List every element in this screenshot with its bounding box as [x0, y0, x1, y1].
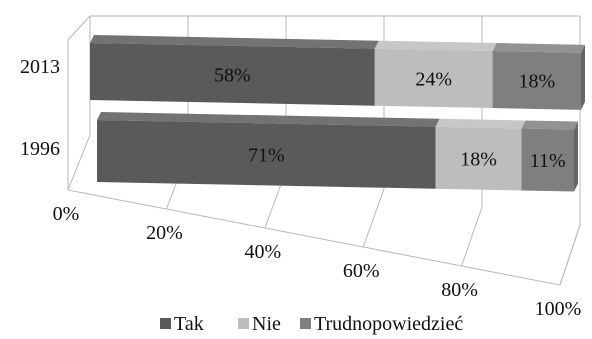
data-label: 18% [518, 70, 555, 92]
left-wall-bottom-edge [67, 134, 91, 191]
bar-end-face [581, 44, 585, 110]
x-tick-label: 80% [441, 279, 478, 301]
bar-end-face [574, 121, 578, 192]
data-label: 71% [248, 144, 285, 166]
bar-top-face [521, 120, 578, 130]
legend-item: Tak [160, 313, 204, 335]
category-label: 2013 [20, 56, 60, 78]
category-label: 1996 [20, 138, 60, 160]
data-label: 11% [530, 150, 566, 172]
bar-top-face [90, 35, 379, 49]
legend-label: Nie [252, 313, 281, 335]
gridline-floor [559, 224, 581, 286]
bar-top-face [492, 43, 585, 53]
legend-item: Nie [238, 313, 281, 335]
data-label: 24% [415, 68, 452, 90]
bar-segment: 71% [97, 112, 440, 189]
bar-segment: 18% [435, 118, 526, 191]
bars: 58% 24% 18% 71% 18% 11% [90, 35, 585, 192]
bar-segment: 24% [374, 40, 497, 109]
legend-swatch [300, 318, 311, 329]
bar-segment: 11% [521, 120, 578, 192]
legend: Tak Nie Trudnopowiedzieć [160, 313, 463, 335]
bar-segment: 18% [492, 43, 585, 110]
bar-front-face [97, 120, 436, 189]
legend-label: Tak [174, 313, 204, 335]
legend-swatch [238, 318, 249, 329]
gridline-floor [461, 206, 483, 267]
floor-front-edge [67, 189, 561, 286]
x-tick-label: 100% [535, 298, 582, 320]
bar-front-face [521, 128, 574, 192]
bar-segment: 58% [90, 35, 379, 106]
x-tick-labels: 0% 20% 40% 60% 80% 100% [53, 203, 582, 320]
data-label: 58% [214, 64, 251, 86]
bar-top-face [374, 40, 497, 52]
gridline-floor [362, 188, 385, 248]
bar-top-face [435, 118, 526, 129]
x-tick-label: 0% [53, 203, 80, 225]
bar-front-face [90, 43, 375, 106]
left-wall-top-edge [67, 15, 91, 41]
legend-label: Trudnopowiedzieć [314, 313, 463, 335]
bar-front-face [374, 48, 493, 109]
x-tick-label: 20% [146, 222, 183, 244]
x-tick-label: 60% [343, 260, 380, 282]
legend-swatch [160, 318, 171, 329]
x-tick-label: 40% [244, 241, 281, 263]
bar-top-face [97, 112, 440, 127]
bar-front-face [492, 51, 581, 110]
data-label: 18% [460, 149, 497, 171]
bar-front-face [435, 126, 522, 191]
legend-item: Trudnopowiedzieć [300, 313, 463, 335]
